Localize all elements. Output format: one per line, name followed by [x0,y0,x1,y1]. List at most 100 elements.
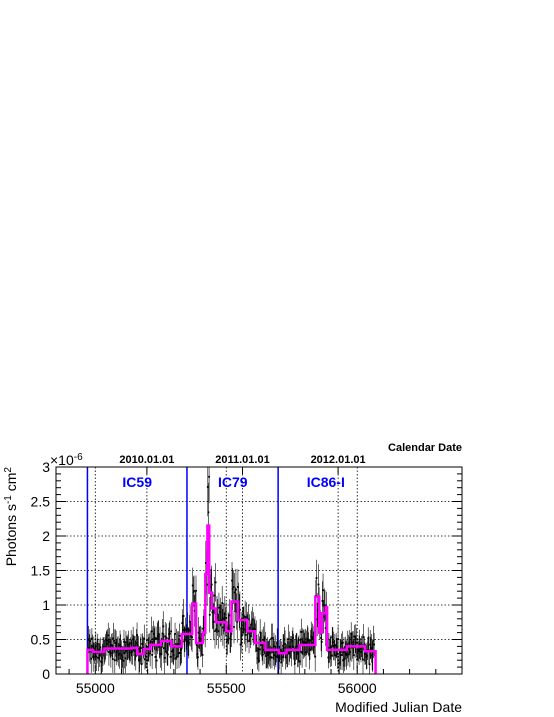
data-point [185,635,188,638]
data-point [195,589,197,592]
data-point [341,654,343,656]
data-point [130,642,133,645]
data-point [201,653,204,656]
data-point [273,654,276,657]
data-point [233,591,236,594]
data-point [151,653,154,656]
data-point [231,588,234,590]
data-point [177,643,180,646]
data-point [232,586,235,588]
y-tick-label: 2.5 [31,494,51,510]
data-point [150,630,153,633]
data-point [164,635,167,638]
data-point [196,653,199,656]
data-point [280,661,283,664]
data-point [289,646,292,648]
data-point [208,475,211,478]
data-point [135,642,138,645]
data-point [292,636,294,639]
data-point [153,640,155,643]
data-point [134,654,137,657]
data-point [336,652,339,655]
data-point [200,643,203,646]
data-point [170,650,173,653]
data-point [248,626,251,629]
data-point [100,661,103,664]
data-point [251,618,254,621]
data-point [269,656,272,659]
data-point [164,650,167,653]
data-point [97,656,100,659]
data-point [345,654,348,656]
data-point [233,626,235,628]
data-point [119,644,121,646]
data-point [340,642,343,645]
data-point [153,636,156,639]
data-point [339,653,342,656]
data-point [219,611,222,613]
data-point [284,643,286,645]
data-point [299,639,302,641]
data-point [163,656,166,659]
data-point [174,657,177,660]
data-point [145,655,148,658]
data-point [172,650,174,653]
data-point [230,632,233,635]
data-point [220,619,223,622]
data-point [154,656,157,658]
data-point [303,641,305,644]
data-point [208,613,211,616]
data-point [109,652,112,655]
data-point [138,658,141,661]
data-point [231,579,233,582]
data-point [330,654,333,657]
data-point [182,629,184,631]
data-point [235,588,237,591]
data-point [163,647,165,649]
data-point [167,638,170,641]
data-point [274,655,277,658]
data-point [179,652,182,654]
data-point [293,662,296,665]
y-tick-label: 3 [42,459,50,475]
data-point [113,639,116,642]
data-point [92,656,95,659]
data-point [334,654,337,657]
data-point [263,637,266,640]
data-point [342,659,345,662]
data-point [191,636,193,639]
data-point [320,637,322,639]
data-point [168,632,171,635]
data-point [273,645,275,648]
data-point [166,653,169,656]
data-point [212,620,215,623]
data-point [156,637,159,640]
data-point [244,616,247,618]
data-point [234,603,237,606]
data-point [218,606,220,609]
data-point [331,636,334,639]
data-point [324,604,326,607]
data-point [176,655,178,658]
data-point [284,656,287,659]
data-point [141,643,144,645]
data-point [112,637,115,640]
data-point [328,647,330,649]
data-point [226,638,229,641]
data-point [294,647,297,650]
y-multiplier: ×10-6 [50,452,83,469]
season-label: IC59 [122,474,152,490]
y-axis-title: Photons s-1 cm2 [3,467,20,567]
data-point [309,648,311,651]
data-point [301,651,303,654]
data-point [339,651,341,654]
data-point [259,631,262,634]
data-point [324,627,327,630]
data-point [311,638,313,640]
data-point [225,617,228,619]
data-point [204,562,207,564]
data-point [371,655,374,658]
data-point [366,654,368,657]
data-point [157,635,159,638]
